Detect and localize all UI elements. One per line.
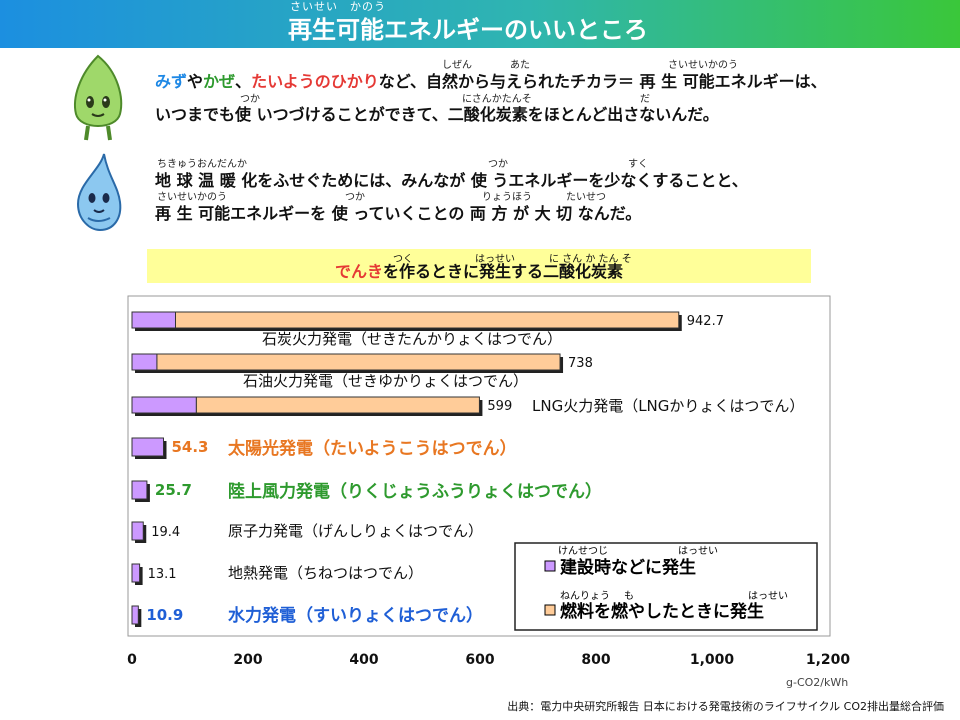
legend-label-construction: 建設時などに発生 (560, 557, 696, 578)
ruby-tsuka-2: つか (488, 159, 508, 170)
legend-swatch-fuel (544, 604, 556, 616)
intro-line-1-rest: など、自然から与えられたチカラ＝ 再 生 可能エネルギーは、 (378, 72, 827, 91)
ruby-tsuka-1: つか (240, 94, 260, 105)
chart-title-rest: を作るときに発生する二酸化炭素 (383, 262, 624, 281)
bar-construction-6 (131, 563, 141, 583)
value-label-2: 599 (487, 399, 512, 414)
ruby-taisetsu: たいせつ (566, 192, 606, 203)
title-ruby: さいせい かのう (290, 0, 386, 13)
x-tick-label: 1,200 (806, 652, 851, 668)
legend: けんせつじ はっせい 建設時などに発生 ねんりょう も はっせい 燃料を燃やした… (514, 542, 818, 631)
category-label-2: LNG火力発電（LNGかりょくはつでん） (532, 397, 804, 415)
legend-swatch-construction (544, 560, 556, 572)
legend-ruby-hassei-1: はっせい (678, 545, 718, 557)
value-label-1: 738 (568, 356, 593, 371)
leaf-mascot-icon (74, 54, 123, 141)
word-ya: や (187, 72, 204, 91)
value-label-7: 10.9 (146, 606, 183, 624)
ruby-ryoho: りょうほう (482, 192, 532, 203)
word-water: みず (155, 72, 188, 91)
bar-construction-4 (131, 480, 148, 500)
value-label-6: 13.1 (148, 567, 177, 582)
bar-construction-1 (131, 353, 158, 371)
value-label-4: 25.7 (155, 481, 192, 499)
banner-ruby-tsuku: つく (393, 254, 413, 265)
intro-line-3: 地 球 温 暖 化をふせぐためには、みんなが 使 うエネルギーを少なくすることと… (155, 171, 748, 190)
x-tick-label: 400 (349, 652, 378, 668)
word-sun: たいようのひかり (251, 72, 379, 91)
legend-ruby-hassei-2: はっせい (748, 590, 788, 602)
chart-title: でんきを作るときに発生する二酸化炭素 (147, 258, 811, 282)
value-label-3: 54.3 (171, 438, 208, 456)
ruby-da: だ (640, 94, 650, 105)
legend-ruby-mo: も (624, 590, 634, 602)
ruby-nisanka: にさんかたんそ (462, 94, 532, 105)
x-tick-label: 0 (127, 652, 137, 668)
banner-ruby-hassei: はっせい (475, 254, 515, 265)
bar-construction-0 (131, 311, 176, 329)
legend-box (514, 542, 818, 631)
category-label-0: 石炭火力発電（せきたんかりょくはつでん） (262, 330, 562, 348)
chart-title-banner: つく はっせい に さん か たん そ でんきを作るときに発生する二酸化炭素 (147, 249, 811, 283)
word-wind: かぜ (203, 72, 236, 91)
ruby-shizen: しぜん (442, 60, 472, 71)
x-tick-label: 800 (581, 652, 610, 668)
x-tick-label: 200 (233, 652, 262, 668)
page-title: 再生可能エネルギーのいいところ (288, 16, 648, 44)
category-label-3: 太陽光発電（たいようこうはつでん） (228, 438, 517, 459)
ruby-chikyu: ちきゅうおんだんか (157, 159, 247, 170)
ruby-suku: すく (628, 159, 648, 170)
legend-ruby-kensetsuji: けんせつじ (558, 545, 608, 557)
bar-fuel-2 (195, 396, 480, 414)
intro-line-1: みずやかぜ、たいようのひかりなど、自然から与えられたチカラ＝ 再 生 可能エネル… (155, 68, 827, 92)
value-label-0: 942.7 (687, 314, 724, 329)
ruby-tsuka-3: つか (345, 192, 365, 203)
bar-fuel-1 (156, 353, 561, 371)
x-tick-label: 600 (465, 652, 494, 668)
intro-line-2: いつまでも使 いつづけることができて、二酸化炭素をほとんど出さないんだ。 (155, 105, 719, 124)
bar-construction-7 (131, 605, 139, 625)
legend-ruby-nenryo: ねんりょう (560, 590, 610, 602)
category-label-7: 水力発電（すいりょくはつでん） (228, 605, 483, 626)
intro-line-4: 再 生 可能エネルギーを 使 っていくことの 両 方 が 大 切 なんだ。 (155, 204, 642, 223)
chart-title-prefix: でんき (334, 262, 383, 281)
bar-construction-2 (131, 396, 197, 414)
legend-label-fuel: 燃料を燃やしたときに発生 (560, 601, 764, 622)
ruby-saisei-1: さいせいかのう (668, 60, 738, 71)
word-sep: 、 (235, 72, 252, 91)
bar-construction-3 (131, 437, 164, 457)
category-label-4: 陸上風力発電（りくじょうふうりょくはつでん） (228, 481, 602, 502)
water-drop-mascot-icon (76, 153, 122, 232)
title-bar: さいせい かのう 再生可能エネルギーのいいところ (0, 0, 960, 48)
ruby-saisei-2: さいせいかのう (157, 192, 227, 203)
x-tick-label: 1,000 (690, 652, 735, 668)
banner-ruby-nisanka: に さん か たん そ (549, 254, 632, 265)
category-label-5: 原子力発電（げんしりょくはつでん） (228, 522, 483, 540)
ruby-ata: あた (510, 60, 530, 71)
bar-fuel-0 (175, 311, 680, 329)
category-label-1: 石油火力発電（せきゆかりょくはつでん） (243, 372, 528, 390)
source-note: 出典：電力中央研究所報告 日本における発電技術のライフサイクル CO2排出量総合… (507, 699, 944, 713)
unit-label: g-CO2/kWh (786, 676, 848, 689)
bar-construction-5 (131, 521, 144, 541)
category-label-6: 地熱発電（ちねつはつでん） (228, 564, 423, 582)
value-label-5: 19.4 (151, 525, 180, 540)
